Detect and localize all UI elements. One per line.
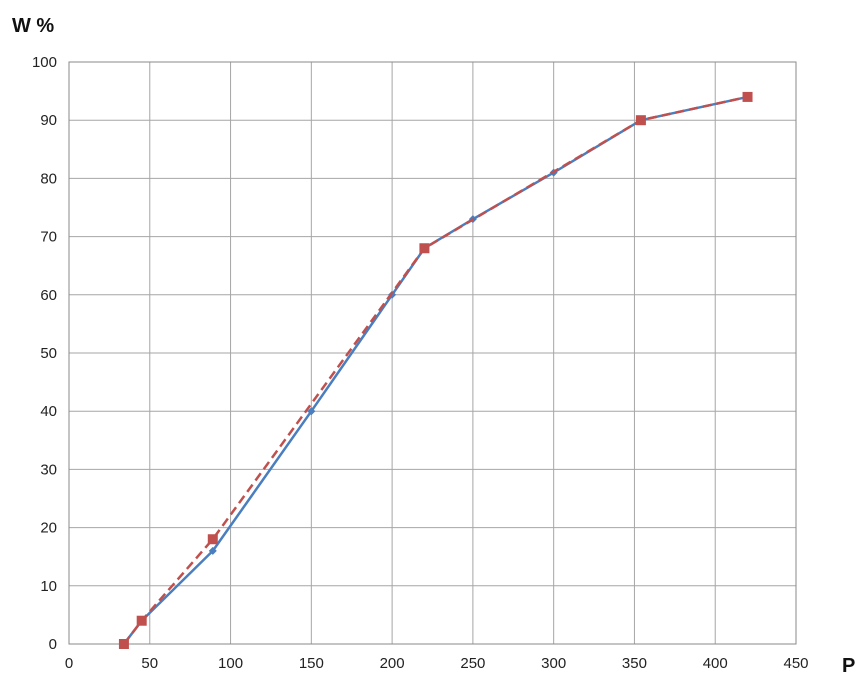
y-tick-label: 60 <box>40 287 57 304</box>
x-tick-label: 150 <box>299 655 324 672</box>
series-2-point <box>419 243 430 254</box>
series-2 <box>118 91 753 649</box>
series-1-line <box>122 95 748 645</box>
y-tick-label: 40 <box>40 403 57 420</box>
series-2-line <box>122 95 748 645</box>
y-axis-ticks: 0 10 20 30 40 50 60 70 80 90 100 <box>32 54 57 653</box>
y-tick-label: 80 <box>40 170 57 187</box>
y-tick-label: 100 <box>32 54 57 71</box>
x-tick-label: 400 <box>703 655 728 672</box>
series-group <box>118 91 753 649</box>
y-tick-label: 70 <box>40 229 57 246</box>
x-tick-label: 250 <box>460 655 485 672</box>
y-tick-label: 10 <box>40 578 57 595</box>
y-tick-label: 50 <box>40 345 57 362</box>
x-tick-label: 350 <box>622 655 647 672</box>
series-1-point <box>307 407 316 416</box>
x-tick-label: 300 <box>541 655 566 672</box>
y-tick-label: 20 <box>40 520 57 537</box>
series-2-point <box>742 91 753 102</box>
x-tick-label: 100 <box>218 655 243 672</box>
x-tick-label: 0 <box>65 655 73 672</box>
series-2-point <box>136 615 147 626</box>
x-axis-title: P <box>842 655 855 677</box>
series-1 <box>119 92 752 648</box>
x-tick-label: 450 <box>783 655 808 672</box>
x-axis-ticks: 0 50 100 150 200 250 300 350 400 450 <box>65 655 809 672</box>
plot-area-frame <box>68 61 797 645</box>
series-1-point <box>208 546 217 555</box>
series-2-point <box>207 534 218 545</box>
x-tick-label: 50 <box>141 655 158 672</box>
series-2-point <box>635 115 646 126</box>
y-tick-label: 30 <box>40 461 57 478</box>
y-axis-title: W % <box>12 15 54 37</box>
y-tick-label: 90 <box>40 112 57 129</box>
y-tick-label: 0 <box>49 636 57 653</box>
x-tick-label: 200 <box>380 655 405 672</box>
chart-grid <box>68 61 797 645</box>
series-2-point <box>118 639 129 649</box>
